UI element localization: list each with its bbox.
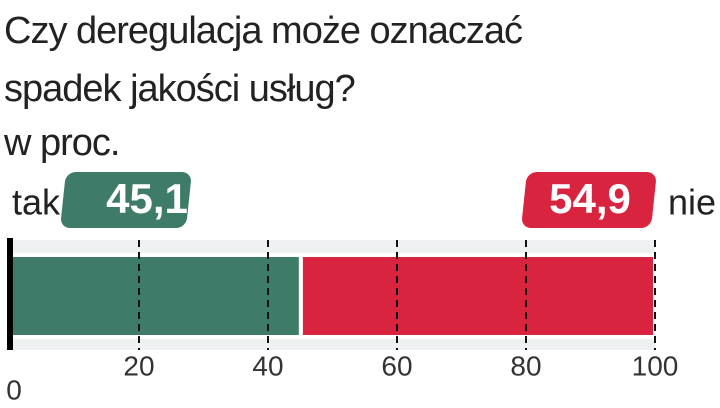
chart-title: Czy deregulacja może oznaczać spadek jak… (4, 10, 523, 110)
chart-subtitle: w proc. (4, 122, 120, 164)
x-tick-label: 60 (381, 350, 412, 381)
legend-label: nie (668, 182, 716, 223)
value-label: 54,9 (549, 175, 631, 222)
bar-segment (8, 253, 303, 339)
x-tick-label: 20 (123, 350, 154, 381)
x-tick-label: 80 (510, 350, 541, 381)
x-tick-label: 0 (6, 374, 22, 405)
value-label: 45,1 (106, 175, 188, 222)
x-tick-label: 40 (252, 350, 283, 381)
x-tick-label: 100 (632, 350, 679, 381)
legend-label: tak (12, 182, 61, 223)
value-badge (522, 172, 656, 228)
value-badge (61, 172, 191, 228)
bar-segment (298, 253, 657, 339)
